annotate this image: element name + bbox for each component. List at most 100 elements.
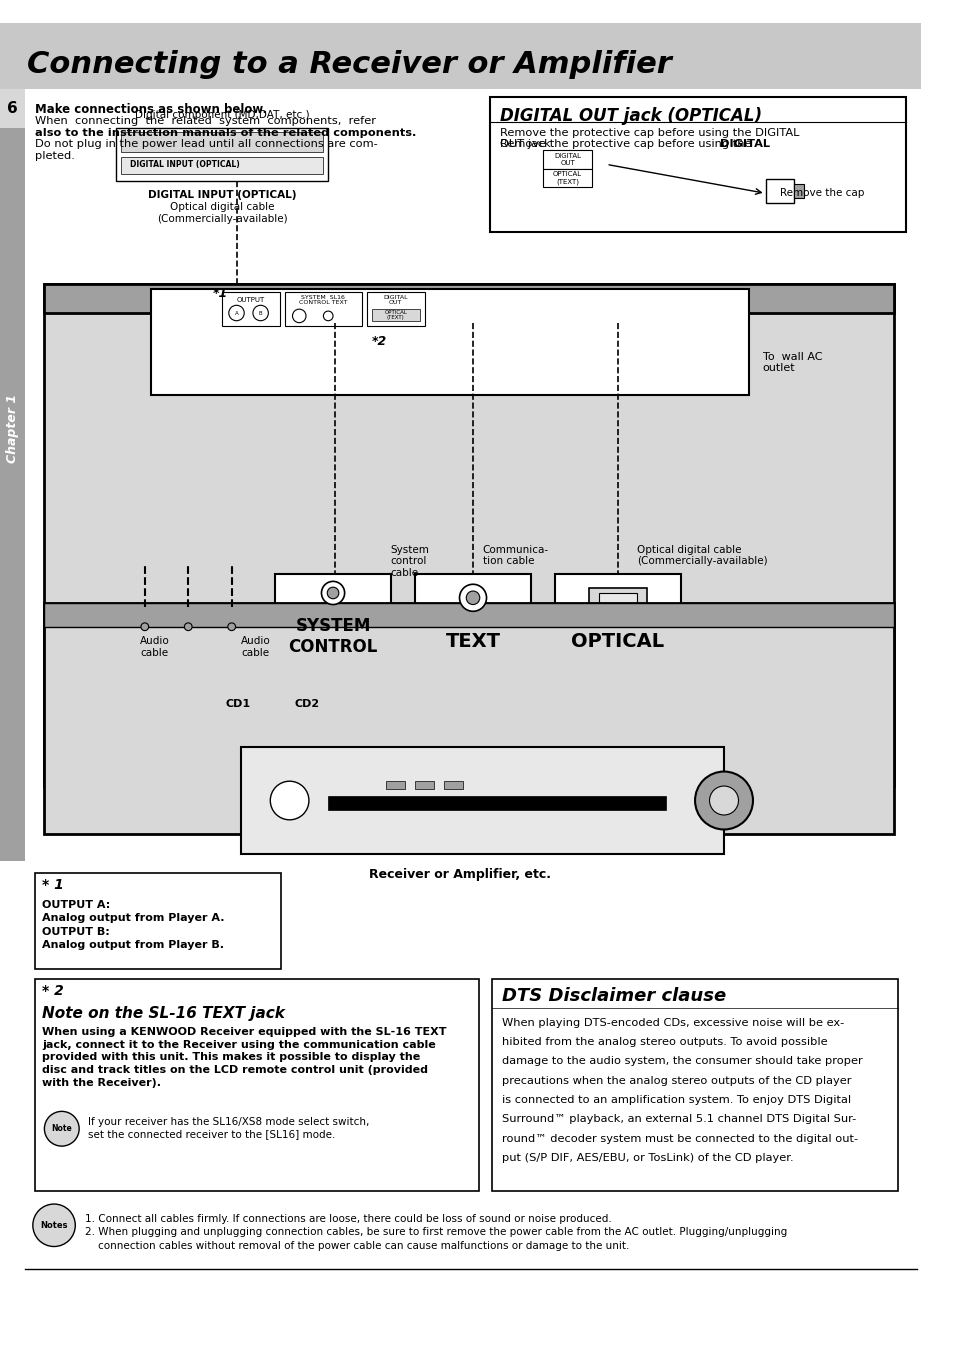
Circle shape — [253, 305, 268, 320]
Circle shape — [184, 623, 192, 631]
Text: If your receiver has the SL16/XS8 mode select switch,
set the connected receiver: If your receiver has the SL16/XS8 mode s… — [88, 1117, 369, 1139]
Text: round™ decoder system must be connected to the digital out-: round™ decoder system must be connected … — [501, 1133, 857, 1143]
Text: Audio
cable: Audio cable — [139, 636, 169, 658]
Bar — [180, 615, 195, 631]
Bar — [45, 603, 893, 835]
Text: DIGITAL INPUT (OPTICAL): DIGITAL INPUT (OPTICAL) — [131, 159, 240, 169]
Text: is connected to an amplification system. To enjoy DTS Digital: is connected to an amplification system.… — [501, 1094, 850, 1105]
Circle shape — [323, 311, 333, 320]
Text: When using a KENWOOD Receiver equipped with the SL-16 TEXT: When using a KENWOOD Receiver equipped w… — [43, 1027, 447, 1038]
Bar — [224, 615, 239, 631]
Text: * 1: * 1 — [43, 878, 64, 892]
Bar — [241, 747, 723, 854]
Text: DIGITAL
OUT: DIGITAL OUT — [383, 295, 408, 305]
Bar — [543, 150, 591, 169]
Text: OPTICAL: OPTICAL — [571, 632, 663, 651]
Bar — [115, 127, 328, 181]
Bar — [543, 169, 591, 186]
Bar — [328, 796, 665, 811]
Bar — [0, 89, 25, 127]
Text: Audio
cable: Audio cable — [241, 636, 271, 658]
Text: provided with this unit. This makes it possible to display the: provided with this unit. This makes it p… — [43, 1052, 420, 1062]
Text: with the Receiver).: with the Receiver). — [43, 1078, 161, 1088]
Text: System
control
cable: System control cable — [390, 544, 429, 578]
Text: DIGITAL OUT jack (OPTICAL): DIGITAL OUT jack (OPTICAL) — [499, 107, 761, 126]
Text: Note: Note — [51, 1124, 72, 1133]
Bar — [120, 157, 323, 174]
Text: When  connecting  the  related  system  components,  refer: When connecting the related system compo… — [34, 116, 375, 126]
Circle shape — [45, 1112, 79, 1146]
Text: put (S/P DIF, AES/EBU, or TosLink) of the CD player.: put (S/P DIF, AES/EBU, or TosLink) of th… — [501, 1152, 793, 1163]
Bar — [372, 309, 419, 320]
Text: Remove the protective cap before using the DIGITAL: Remove the protective cap before using t… — [499, 127, 799, 138]
Text: Analog output from Player A.: Analog output from Player A. — [43, 913, 225, 924]
Text: Communica-
tion cable: Communica- tion cable — [482, 544, 548, 566]
Text: SYSTEM  SL16: SYSTEM SL16 — [301, 295, 345, 300]
Text: Surround™ playback, an external 5.1 channel DTS Digital Sur-: Surround™ playback, an external 5.1 chan… — [501, 1115, 856, 1124]
Bar — [415, 781, 434, 789]
Text: OUT jack.: OUT jack. — [499, 139, 554, 149]
Bar — [45, 284, 893, 786]
Text: OPTICAL
(TEXT): OPTICAL (TEXT) — [553, 172, 581, 185]
Text: Do not plug in the power lead until all connections are com-: Do not plug in the power lead until all … — [34, 139, 377, 149]
Text: OUTPUT B:: OUTPUT B: — [43, 927, 111, 938]
Text: Optical digital cable
(Commercially-available): Optical digital cable (Commercially-avai… — [156, 203, 287, 223]
Text: Notes: Notes — [40, 1221, 68, 1229]
Text: *2: *2 — [372, 335, 387, 349]
Text: DIGITAL
OUT: DIGITAL OUT — [554, 153, 580, 166]
Text: precautions when the analog stereo outputs of the CD player: precautions when the analog stereo outpu… — [501, 1075, 851, 1086]
Text: disc and track titles on the LCD remote control unit (provided: disc and track titles on the LCD remote … — [43, 1065, 428, 1075]
Bar — [492, 979, 897, 1192]
Text: hibited from the analog stereo outputs. To avoid possible: hibited from the analog stereo outputs. … — [501, 1038, 827, 1047]
Bar — [222, 292, 279, 326]
Circle shape — [228, 623, 235, 631]
Text: OUTPUT A:: OUTPUT A: — [43, 900, 111, 911]
Text: Connecting to a Receiver or Amplifier: Connecting to a Receiver or Amplifier — [27, 50, 671, 80]
Text: pleted.: pleted. — [34, 151, 74, 161]
Bar — [490, 97, 904, 232]
Bar — [794, 184, 803, 199]
Text: CD1: CD1 — [226, 700, 251, 709]
Text: Note on the SL-16 TEXT jack: Note on the SL-16 TEXT jack — [43, 1006, 285, 1021]
Bar — [274, 574, 391, 700]
Circle shape — [459, 584, 486, 611]
Text: DIGITAL: DIGITAL — [720, 139, 769, 149]
Text: connection cables without removal of the power cable can cause malfunctions or d: connection cables without removal of the… — [85, 1240, 629, 1251]
Text: Remove the protective cap before using the: Remove the protective cap before using t… — [499, 139, 755, 149]
Text: Receiver or Amplifier, etc.: Receiver or Amplifier, etc. — [369, 869, 551, 881]
Text: CD2: CD2 — [294, 700, 319, 709]
Circle shape — [327, 588, 338, 598]
Text: Make connections as shown below.: Make connections as shown below. — [34, 103, 267, 116]
Bar — [588, 588, 646, 627]
Text: also to the instruction manuals of the related components.: also to the instruction manuals of the r… — [34, 127, 416, 138]
Text: jack, connect it to the Receiver using the communication cable: jack, connect it to the Receiver using t… — [43, 1040, 436, 1050]
Bar — [555, 574, 679, 700]
Bar — [34, 979, 478, 1192]
Circle shape — [466, 590, 479, 604]
Text: DTS Disclaimer clause: DTS Disclaimer clause — [501, 988, 725, 1005]
Text: A: A — [234, 311, 238, 316]
Text: Analog output from Player B.: Analog output from Player B. — [43, 940, 224, 951]
Text: 1. Connect all cables firmly. If connections are loose, there could be loss of s: 1. Connect all cables firmly. If connect… — [85, 1213, 611, 1224]
Bar — [120, 132, 323, 151]
Bar — [443, 781, 463, 789]
Circle shape — [229, 305, 244, 320]
Bar — [386, 781, 405, 789]
Circle shape — [32, 1204, 75, 1247]
Bar — [137, 615, 152, 631]
Bar — [0, 23, 920, 89]
Bar — [151, 289, 748, 394]
Text: OPTICAL
(TEXT): OPTICAL (TEXT) — [384, 309, 407, 320]
Text: damage to the audio system, the consumer should take proper: damage to the audio system, the consumer… — [501, 1056, 862, 1066]
Bar — [0, 89, 25, 862]
Text: Remove the cap: Remove the cap — [780, 189, 863, 199]
Text: To  wall AC
outlet: To wall AC outlet — [761, 351, 821, 373]
Bar — [764, 178, 794, 203]
Text: DIGITAL INPUT (OPTICAL): DIGITAL INPUT (OPTICAL) — [148, 190, 296, 200]
Text: Optical digital cable
(Commercially-available): Optical digital cable (Commercially-avai… — [637, 544, 767, 566]
Bar — [45, 603, 893, 627]
Circle shape — [709, 786, 738, 815]
Text: 2. When plugging and unplugging connection cables, be sure to first remove the p: 2. When plugging and unplugging connecti… — [85, 1227, 786, 1238]
Text: OUTPUT: OUTPUT — [236, 297, 265, 303]
Text: SYSTEM
CONTROL: SYSTEM CONTROL — [288, 617, 377, 655]
